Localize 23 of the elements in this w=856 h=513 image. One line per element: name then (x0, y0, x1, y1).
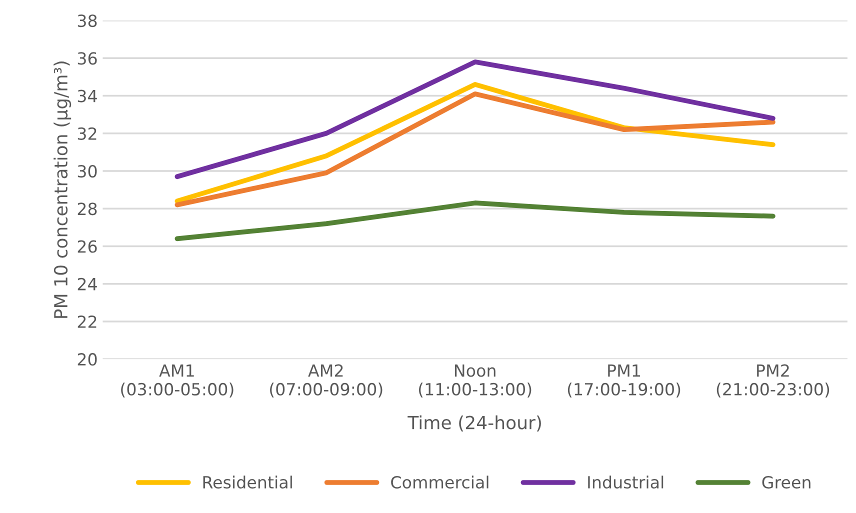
y-tick-label: 30 (78, 164, 97, 178)
line-series (174, 59, 776, 180)
y-tick-label: 26 (78, 240, 97, 253)
y-tick-label: 28 (78, 202, 97, 216)
y-tick-label: 20 (78, 353, 97, 366)
y-axis-title: PM 10 concentration (μg/m³) (54, 62, 72, 318)
x-axis-title: Time (24-hour) (408, 415, 541, 432)
legend-label: Industrial (588, 476, 664, 489)
legend-label: Residential (203, 476, 292, 489)
y-tick-label: 32 (78, 127, 96, 140)
x-tick-label: PM1 (17:00-19:00) (568, 364, 680, 398)
legend-label: Commercial (391, 476, 488, 489)
legend-label: Green (762, 476, 810, 489)
y-tick-label: 24 (78, 278, 97, 290)
x-tick-label: Noon (11:00-13:00) (418, 364, 532, 398)
x-tick-label: PM2 (21:00-23:00) (716, 364, 830, 398)
x-tick-label: AM2 (07:00-09:00) (270, 364, 382, 398)
line-series (174, 200, 776, 242)
x-tick-label: AM1 (03:00-05:00) (121, 364, 234, 398)
y-tick-label: 36 (78, 52, 97, 65)
y-tick-label: 22 (78, 315, 96, 328)
y-tick-label: 34 (78, 90, 97, 102)
y-tick-label: 38 (78, 14, 97, 28)
